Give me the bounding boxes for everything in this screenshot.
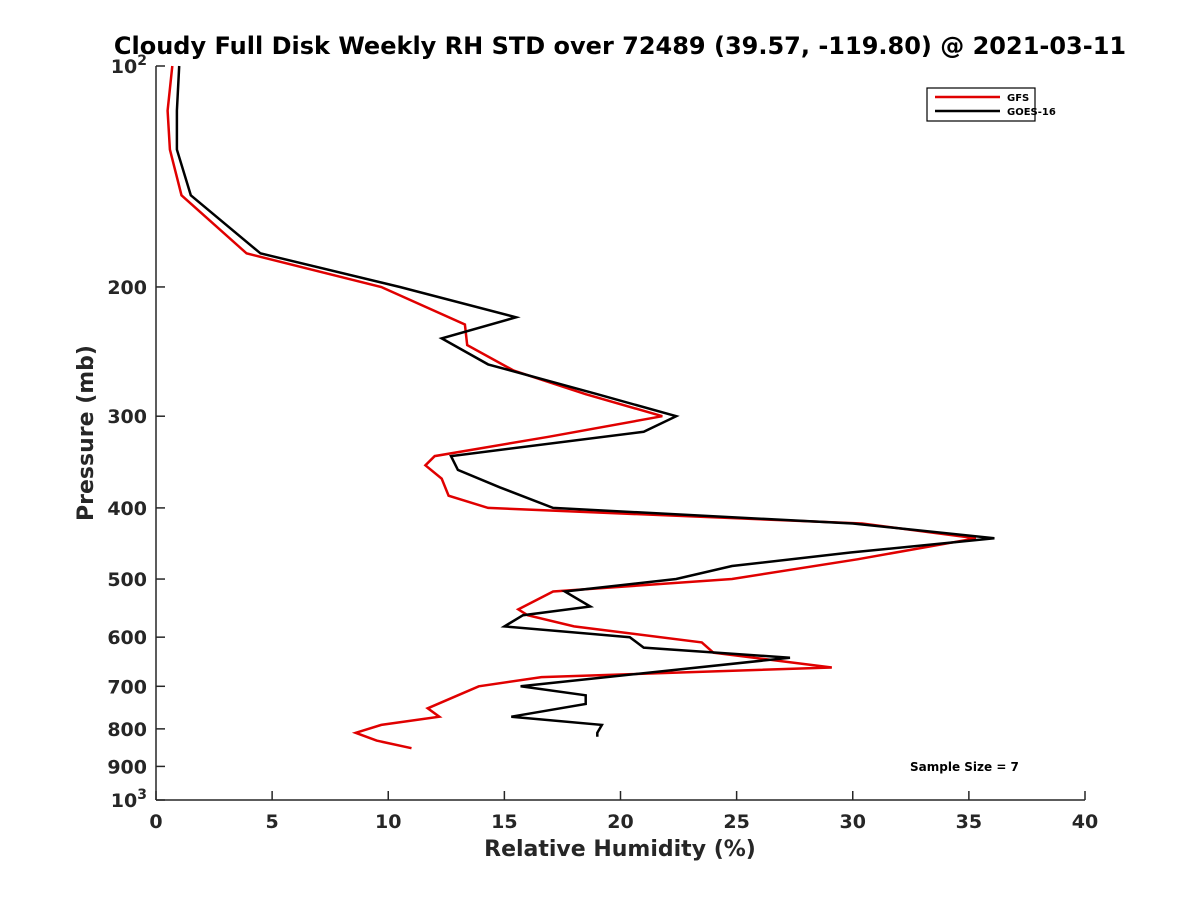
- y-axis-ticks: 102 200 300 400 500 600 700 800 900 103: [107, 53, 165, 812]
- x-axis-label: Relative Humidity (%): [484, 837, 756, 862]
- chart-title: Cloudy Full Disk Weekly RH STD over 7248…: [114, 32, 1126, 60]
- sample-size-annotation: Sample Size = 7: [910, 760, 1019, 774]
- y-tick-label: 900: [107, 756, 147, 778]
- series-line-gfs: [166, 65, 977, 750]
- series-layer: [166, 65, 995, 750]
- x-tick-label: 10: [375, 811, 401, 833]
- y-tick-label: 700: [107, 676, 147, 698]
- x-tick-label: 20: [607, 811, 633, 833]
- y-tick-label: 400: [107, 498, 147, 520]
- x-tick-label: 25: [723, 811, 749, 833]
- x-tick-label: 5: [266, 811, 279, 833]
- series-line-goes16: [175, 65, 995, 737]
- legend-box: [926, 87, 1036, 122]
- y-tick-label: 600: [107, 627, 147, 649]
- x-tick-label: 35: [956, 811, 982, 833]
- y-tick-label: 102: [111, 53, 147, 78]
- x-tick-label: 40: [1072, 811, 1098, 833]
- x-tick-label: 30: [840, 811, 866, 833]
- plot-area: 0 5 10 15 20 25 30 35 40 102 200 300 400 500 600 700 80…: [107, 53, 1098, 833]
- y-axis-label: Pressure (mb): [74, 345, 99, 521]
- y-tick-label: 800: [107, 719, 147, 741]
- y-tick-label: 103: [111, 787, 147, 812]
- y-tick-label: 200: [107, 277, 147, 299]
- legend: GFS GOES-16: [926, 87, 1056, 122]
- x-axis-ticks: 0 5 10 15 20 25 30 35 40: [149, 791, 1098, 833]
- x-tick-label: 0: [149, 811, 162, 833]
- legend-label-goes16: GOES-16: [1007, 107, 1056, 118]
- y-tick-label: 300: [107, 406, 147, 428]
- legend-label-gfs: GFS: [1007, 93, 1029, 104]
- y-tick-label: 500: [107, 569, 147, 591]
- x-tick-label: 15: [491, 811, 517, 833]
